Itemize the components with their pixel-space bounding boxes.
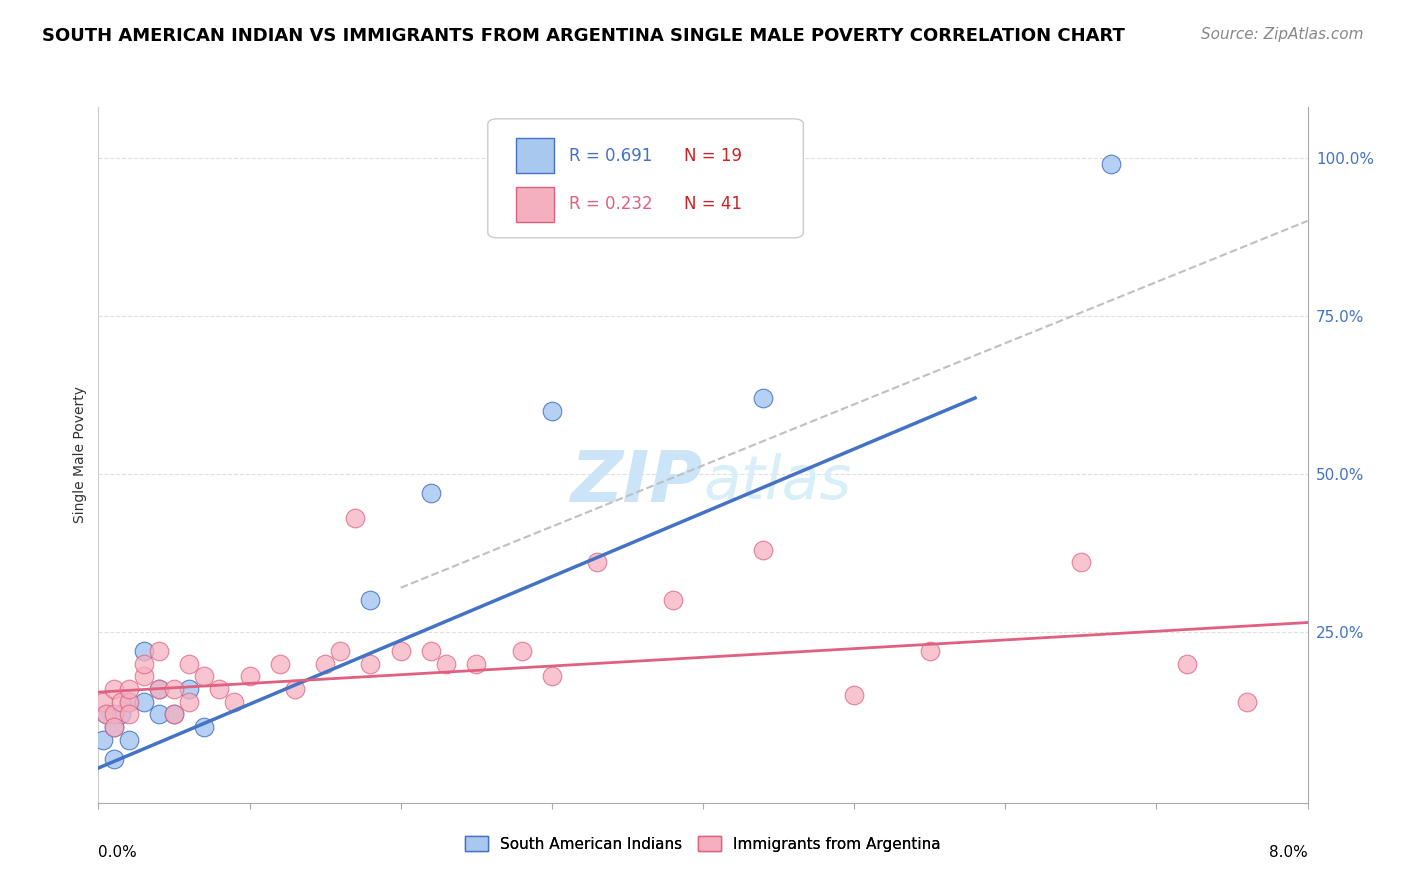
Point [1236,695,1258,709]
Point [103,681,125,696]
Point [434,657,457,671]
Point [1070,556,1092,570]
Point [118,707,141,722]
Point [269,657,291,671]
FancyBboxPatch shape [488,119,803,238]
Point [110,707,132,722]
Point [918,644,941,658]
Point [148,681,170,696]
Point [510,644,533,658]
Point [132,695,155,709]
Point [586,556,609,570]
Point [360,593,382,607]
Point [662,593,685,607]
Point [163,707,186,722]
Point [94,707,117,722]
Point [91,732,114,747]
Point [118,732,141,747]
Legend: South American Indians, Immigrants from Argentina: South American Indians, Immigrants from … [460,830,946,858]
Point [224,695,246,709]
Point [420,644,443,658]
Text: R = 0.691: R = 0.691 [569,147,652,165]
Point [208,681,231,696]
Point [163,681,186,696]
Text: ZIP: ZIP [571,449,703,517]
Point [389,644,412,658]
Point [148,644,170,658]
Point [118,695,141,709]
Point [344,511,367,525]
Text: SOUTH AMERICAN INDIAN VS IMMIGRANTS FROM ARGENTINA SINGLE MALE POVERTY CORRELATI: SOUTH AMERICAN INDIAN VS IMMIGRANTS FROM… [42,27,1125,45]
Point [179,681,201,696]
Point [1099,157,1122,171]
Point [541,403,564,417]
Point [844,688,866,702]
Point [179,695,201,709]
Point [118,695,141,709]
Point [193,720,215,734]
Y-axis label: Single Male Poverty: Single Male Poverty [73,386,87,524]
Point [239,669,262,683]
Point [752,391,775,405]
Point [179,657,201,671]
Point [752,542,775,557]
Point [465,657,488,671]
Point [132,644,155,658]
Text: Source: ZipAtlas.com: Source: ZipAtlas.com [1201,27,1364,42]
Point [110,695,132,709]
Point [163,707,186,722]
Text: 0.0%: 0.0% [98,845,138,860]
Point [103,707,125,722]
FancyBboxPatch shape [516,138,554,173]
Point [132,669,155,683]
Point [148,707,170,722]
FancyBboxPatch shape [516,187,554,222]
Point [193,669,215,683]
Point [360,657,382,671]
Point [103,751,125,765]
Text: N = 41: N = 41 [683,195,741,213]
Text: atlas: atlas [703,453,852,512]
Point [148,681,170,696]
Point [118,681,141,696]
Point [314,657,336,671]
Point [329,644,352,658]
Point [284,681,307,696]
Point [420,486,443,500]
Point [132,657,155,671]
Point [103,720,125,734]
Point [103,720,125,734]
Text: R = 0.232: R = 0.232 [569,195,652,213]
Point [91,695,114,709]
Point [541,669,564,683]
Point [94,707,117,722]
Text: N = 19: N = 19 [683,147,741,165]
Text: 8.0%: 8.0% [1268,845,1308,860]
Point [1175,657,1198,671]
